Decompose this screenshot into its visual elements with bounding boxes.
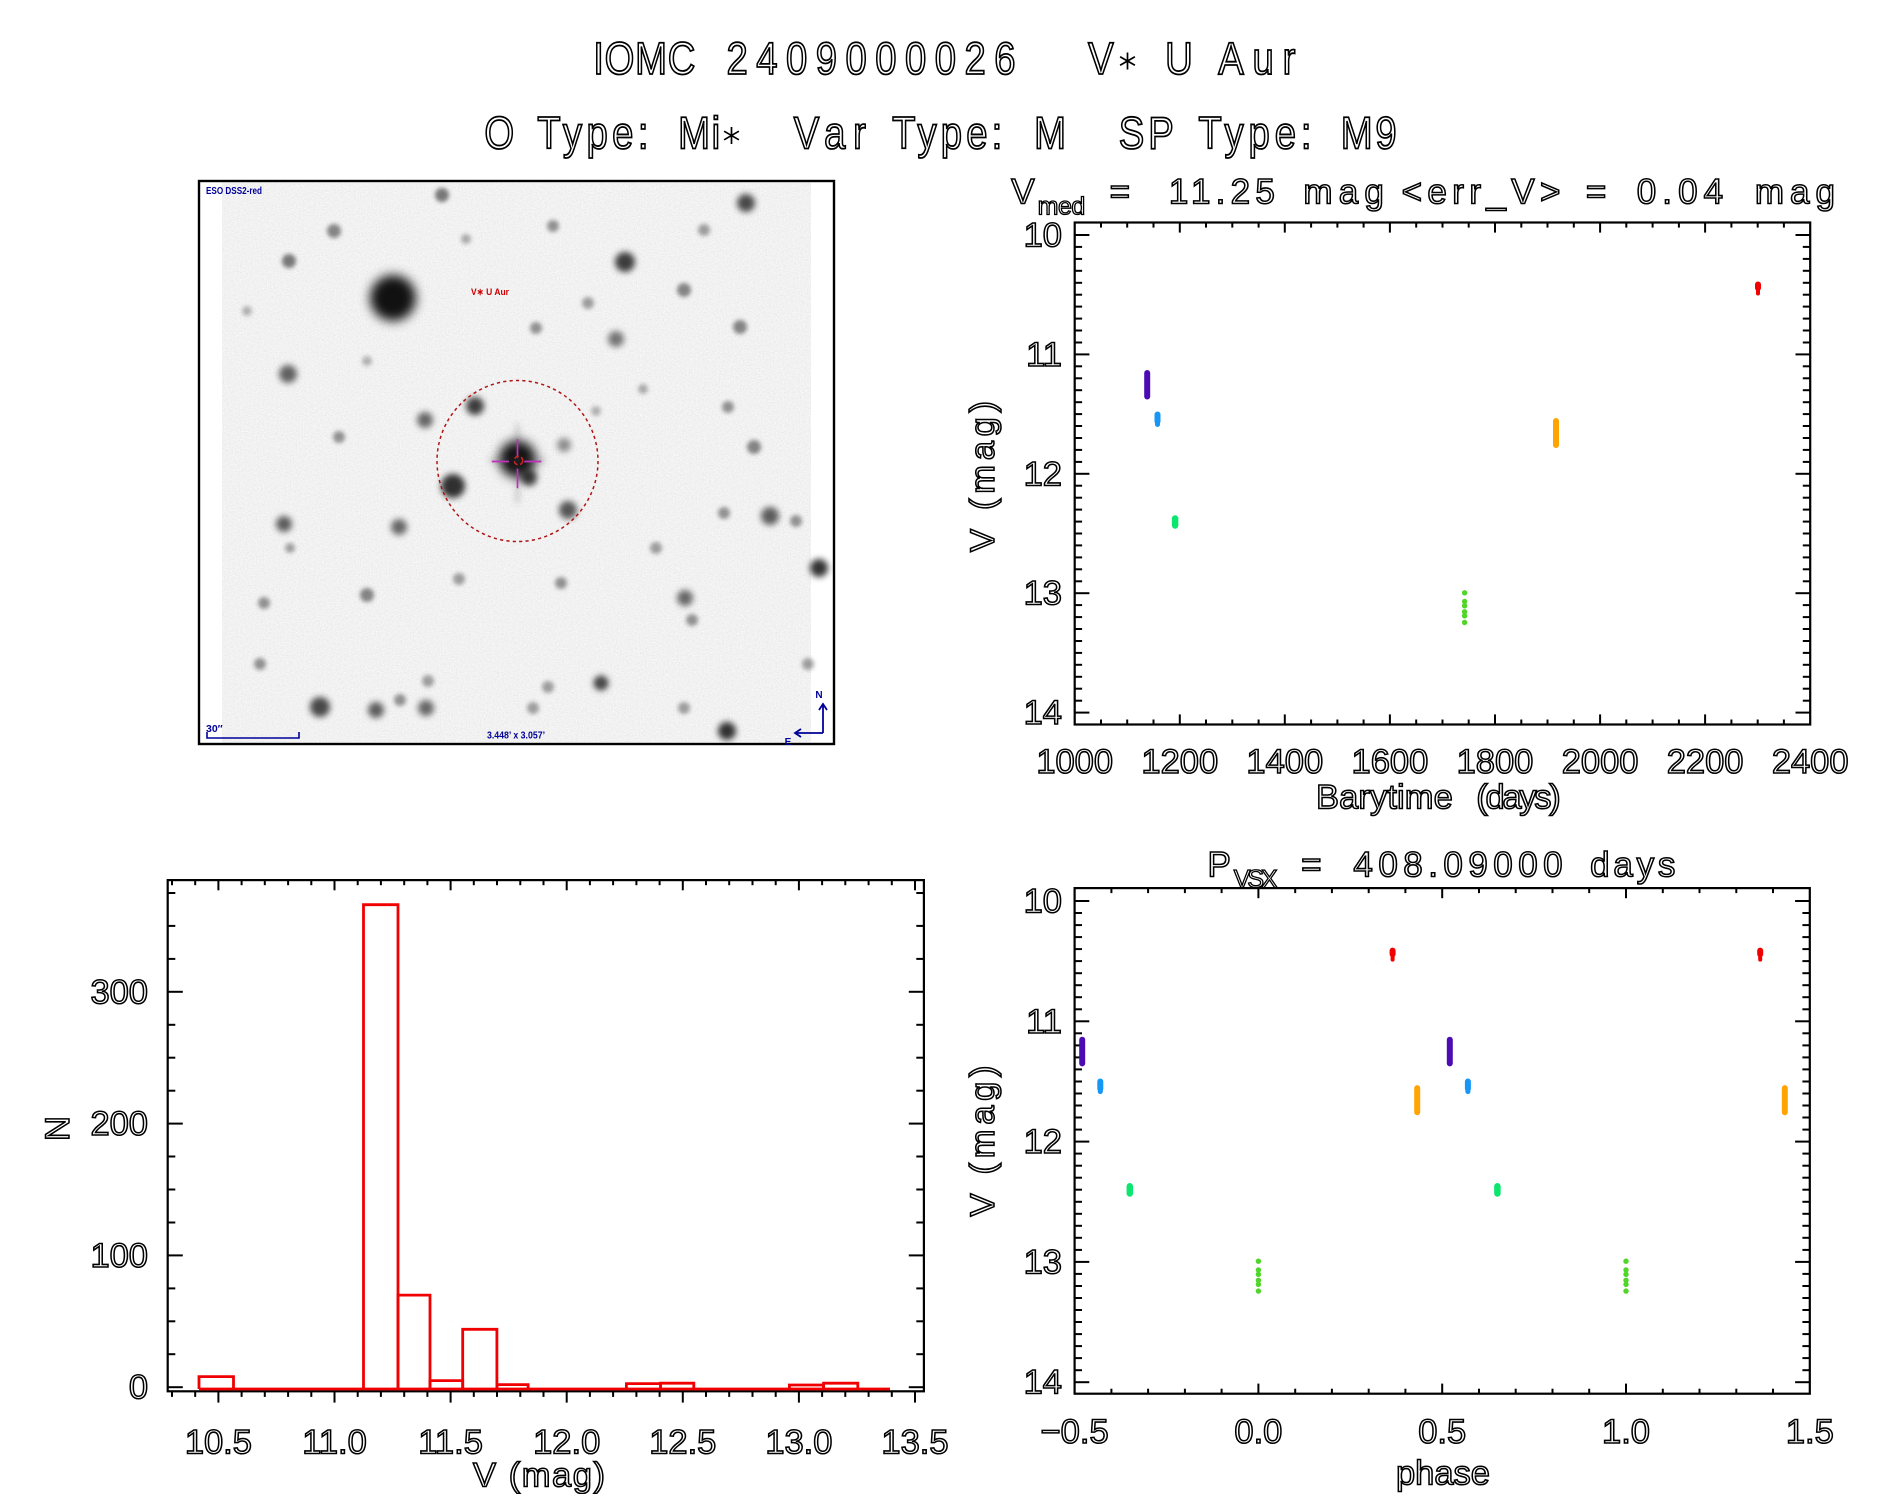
svg-text:Type:: Type: (537, 108, 648, 159)
svg-text:V (mag): V (mag) (473, 1457, 605, 1495)
svg-text:Var: Var (794, 108, 866, 159)
svg-text:12.5: 12.5 (649, 1424, 716, 1462)
svg-text:O: O (484, 108, 514, 159)
svg-text:med: med (1038, 193, 1086, 221)
svg-text:10.5: 10.5 (185, 1424, 252, 1462)
svg-text:200: 200 (90, 1105, 148, 1143)
svg-text:−0.5: −0.5 (1041, 1413, 1109, 1451)
svg-text:P: P (1208, 846, 1231, 885)
svg-text:10: 10 (1024, 217, 1062, 255)
svg-text:VSX: VSX (1234, 866, 1278, 894)
svg-text:=: = (1586, 173, 1606, 212)
svg-text:IOMC: IOMC (593, 33, 695, 84)
svg-text:1600: 1600 (1352, 743, 1429, 781)
svg-text:300: 300 (90, 973, 148, 1011)
svg-text:11.25: 11.25 (1169, 173, 1275, 212)
svg-text:13: 13 (1024, 575, 1062, 613)
svg-text:12.0: 12.0 (533, 1424, 600, 1462)
svg-text:1.5: 1.5 (1786, 1413, 1834, 1451)
svg-text:V (mag): V (mag) (964, 1066, 1002, 1217)
svg-text:=: = (1301, 846, 1321, 885)
svg-text:12: 12 (1024, 455, 1062, 493)
svg-text:1000: 1000 (1036, 743, 1113, 781)
svg-text:11.5: 11.5 (418, 1424, 483, 1462)
svg-text:N: N (815, 690, 822, 701)
svg-text:10: 10 (1024, 883, 1062, 921)
svg-text:V∗ U Aur: V∗ U Aur (471, 287, 509, 298)
svg-text:1.0: 1.0 (1602, 1413, 1650, 1451)
svg-text:M: M (1034, 108, 1066, 159)
svg-text:Type:: Type: (1198, 108, 1311, 159)
svg-text:ESO DSS2-red: ESO DSS2-red (206, 186, 262, 197)
svg-text:0.04: 0.04 (1637, 173, 1723, 212)
svg-text:13.0: 13.0 (765, 1424, 832, 1462)
svg-text:=: = (1110, 173, 1130, 212)
svg-text:M9: M9 (1341, 108, 1397, 159)
svg-text:(days): (days) (1476, 779, 1561, 817)
svg-text:2200: 2200 (1667, 743, 1744, 781)
svg-text:mag: mag (1755, 173, 1835, 212)
svg-text:N: N (39, 1116, 77, 1141)
svg-text:0: 0 (129, 1369, 148, 1407)
svg-text:phase: phase (1396, 1455, 1490, 1493)
svg-text:Type:: Type: (892, 108, 1002, 159)
svg-text:30″: 30″ (206, 723, 223, 735)
svg-text:0.0: 0.0 (1234, 1413, 1282, 1451)
svg-text:1400: 1400 (1246, 743, 1323, 781)
svg-text:100: 100 (90, 1237, 148, 1275)
svg-text:408.09000: 408.09000 (1353, 846, 1562, 885)
svg-text:11: 11 (1026, 336, 1062, 374)
svg-text:0.5: 0.5 (1418, 1413, 1466, 1451)
svg-text:3.448’ x 3.057’: 3.448’ x 3.057’ (487, 731, 545, 742)
svg-text:Aur: Aur (1218, 33, 1295, 84)
svg-text:13.5: 13.5 (881, 1424, 948, 1462)
svg-text:E: E (785, 737, 792, 748)
svg-text:Barytime: Barytime (1316, 779, 1453, 817)
svg-text:mag: mag (1303, 173, 1383, 212)
svg-text:11.0: 11.0 (302, 1424, 367, 1462)
svg-text:Mi: Mi (678, 108, 720, 159)
svg-text:14: 14 (1024, 1364, 1062, 1402)
svg-text:2000: 2000 (1562, 743, 1639, 781)
svg-text:13: 13 (1024, 1243, 1062, 1281)
svg-text:12: 12 (1024, 1123, 1062, 1161)
svg-text:V: V (1088, 33, 1114, 84)
svg-text:14: 14 (1024, 694, 1062, 732)
svg-text:V: V (1011, 173, 1035, 212)
svg-text:1200: 1200 (1141, 743, 1218, 781)
svg-text:1800: 1800 (1457, 743, 1534, 781)
svg-text:V (mag): V (mag) (964, 401, 1002, 552)
svg-text:11: 11 (1026, 1003, 1062, 1041)
svg-text:2400: 2400 (1772, 743, 1849, 781)
svg-text:U: U (1165, 33, 1193, 84)
svg-text:days: days (1590, 846, 1675, 885)
